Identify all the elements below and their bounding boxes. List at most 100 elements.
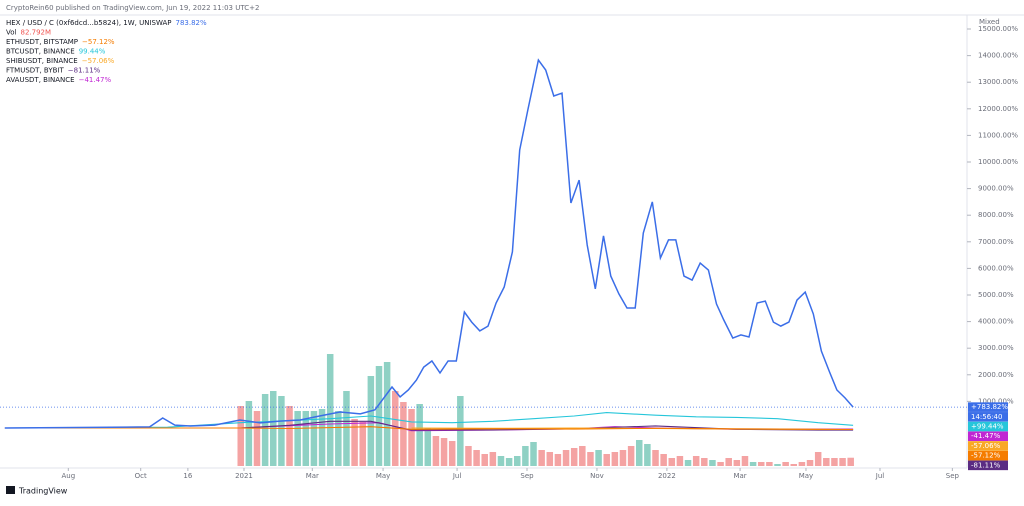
volume-bar <box>424 428 432 466</box>
volume-bar <box>676 456 684 466</box>
y-tick-label: 6000.00% <box>978 264 1014 272</box>
x-tick-label: Sep <box>520 472 534 480</box>
volume-bar <box>757 462 765 466</box>
y-tick-label: 9000.00% <box>978 185 1014 193</box>
volume-bar <box>831 458 838 466</box>
y-tick-label: 12000.00% <box>978 105 1018 113</box>
volume-bar <box>652 450 659 466</box>
volume-bar <box>489 452 497 466</box>
volume-bar <box>286 406 293 466</box>
volume-bar <box>302 411 310 466</box>
x-tick-label: Mar <box>733 472 746 480</box>
volume-bar <box>684 460 692 466</box>
legend-name: BTCUSDT, BINANCE <box>6 48 75 56</box>
volume-bar <box>408 409 415 466</box>
volume-bar <box>546 452 554 466</box>
volume-bar <box>692 456 700 466</box>
legend-value: −41.47% <box>79 76 112 84</box>
series-line <box>4 58 854 429</box>
volume-bar <box>701 458 708 466</box>
x-tick-label: Mar <box>306 472 319 480</box>
volume-bar <box>351 419 358 466</box>
legend-name: SHIBUSDT, BINANCE <box>6 57 78 65</box>
volume-bar <box>717 462 724 466</box>
volume-bar <box>766 462 773 466</box>
legend-value: −81.11% <box>68 67 101 75</box>
volume-bar <box>741 456 749 466</box>
legend-name: FTMUSDT, BYBIT <box>6 67 64 75</box>
volume-bar <box>587 452 594 466</box>
volume-bar <box>253 411 261 466</box>
volume-bar <box>774 464 781 466</box>
legend-name: Vol <box>6 29 17 37</box>
volume-bar <box>530 442 537 466</box>
price-tag <box>968 421 1008 432</box>
volume-bar <box>465 446 472 466</box>
volume-bar <box>839 458 846 466</box>
price-tag-text: +783.82% <box>971 403 1008 411</box>
volume-bar <box>554 454 562 466</box>
volume-bar <box>668 458 676 466</box>
volume-bar <box>749 462 757 466</box>
footer: TradingView <box>18 487 68 496</box>
x-tick-label: 2022 <box>658 472 676 480</box>
price-tag-text: -57.06% <box>971 442 1001 450</box>
x-tick-label: Jul <box>452 472 462 480</box>
price-tag-text: 14:56:40 <box>971 413 1002 421</box>
legend-value: 99.44% <box>79 48 106 56</box>
volume-bar <box>782 462 789 466</box>
price-tag-text: -57.12% <box>971 452 1001 460</box>
volume-bar <box>481 454 488 466</box>
volume-bar <box>619 450 627 466</box>
volume-bar <box>432 436 440 466</box>
volume-bar <box>440 438 448 466</box>
legend-value: −57.12% <box>82 38 115 46</box>
y-tick-label: 7000.00% <box>978 238 1014 246</box>
volume-bar <box>513 456 521 466</box>
volume-bar <box>847 457 854 466</box>
volume-bar <box>644 444 651 466</box>
series-line <box>4 412 854 429</box>
volume-bar <box>294 411 301 466</box>
y-tick-label: 13000.00% <box>978 78 1018 86</box>
volume-bar <box>635 440 643 466</box>
x-tick-label: May <box>376 472 390 480</box>
legend-value: 783.82% <box>176 19 207 27</box>
header: CryptoRein60 published on TradingView.co… <box>6 4 259 12</box>
volume-bar <box>798 462 806 466</box>
x-tick-label: Jul <box>875 472 885 480</box>
volume-bar <box>261 394 269 466</box>
y-tick-label: 14000.00% <box>978 52 1018 60</box>
y-tick-label: 15000.00% <box>978 25 1018 33</box>
volume-bar <box>505 458 513 466</box>
volume-bar <box>579 446 586 466</box>
logo <box>6 486 15 494</box>
volume-bar <box>611 452 619 466</box>
volume-bar <box>790 464 798 466</box>
y-tick-label: 8000.00% <box>978 211 1014 219</box>
volume-bar <box>725 458 732 466</box>
series-line <box>4 426 854 431</box>
price-tag <box>968 412 1008 422</box>
price-tag <box>968 441 1008 451</box>
volume-bar <box>627 446 635 466</box>
x-tick-label: Aug <box>61 472 75 480</box>
x-tick-label: 2021 <box>235 472 253 480</box>
x-tick-label: 16 <box>183 472 192 480</box>
legend-value: 82.792M <box>20 29 51 37</box>
volume-bar <box>660 454 667 466</box>
volume-bar <box>806 460 814 466</box>
scale-label: Mixed <box>979 18 1000 26</box>
volume-bar <box>310 411 318 466</box>
x-tick-label: Oct <box>135 472 147 480</box>
volume-bar <box>570 448 578 466</box>
x-tick-label: Sep <box>946 472 960 480</box>
y-tick-label: 10000.00% <box>978 158 1018 166</box>
price-tag <box>968 402 1008 412</box>
volume-bar <box>318 409 326 466</box>
volume-bar <box>538 450 545 466</box>
volume-bar <box>375 366 383 466</box>
volume-bar <box>383 362 391 466</box>
x-tick-label: Nov <box>590 472 604 480</box>
y-tick-label: 2000.00% <box>978 371 1014 379</box>
